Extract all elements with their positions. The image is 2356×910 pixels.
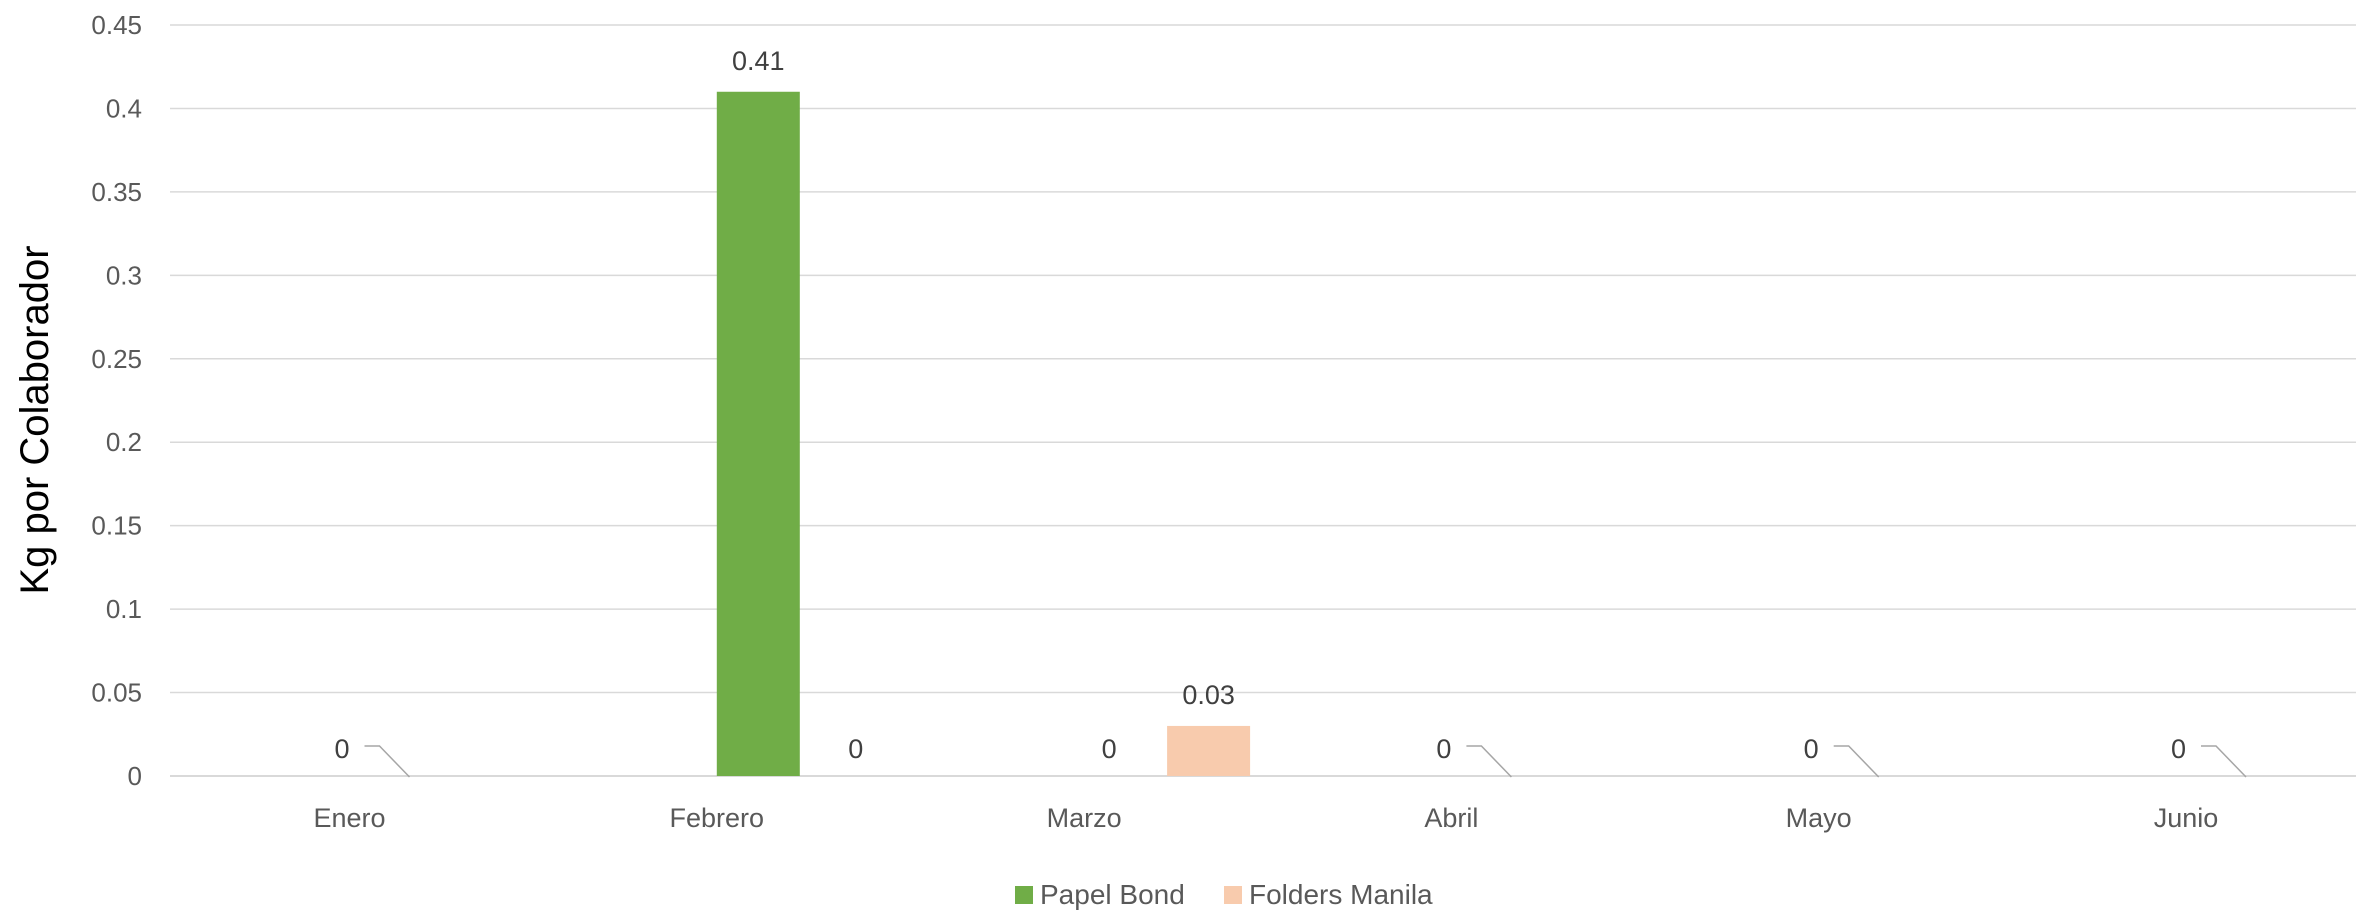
data-labels: 0 0.41 0 0 0.03 0 0 0 bbox=[334, 46, 2186, 764]
legend-label: Papel Bond bbox=[1040, 879, 1185, 910]
y-tick-label: 0.25 bbox=[91, 344, 142, 374]
data-label: 0.03 bbox=[1182, 680, 1235, 710]
x-category-label: Marzo bbox=[1047, 803, 1122, 833]
legend-swatch bbox=[1015, 886, 1033, 904]
data-label: 0 bbox=[848, 734, 863, 764]
y-tick-label: 0 bbox=[128, 761, 142, 791]
data-label: 0 bbox=[1436, 734, 1451, 764]
x-category-label: Mayo bbox=[1786, 803, 1852, 833]
y-tick-label: 0.4 bbox=[106, 93, 142, 123]
data-label: 0 bbox=[334, 734, 349, 764]
y-tick-label: 0.3 bbox=[106, 260, 142, 290]
data-label: 0.41 bbox=[732, 46, 785, 76]
x-category-label: Junio bbox=[2154, 803, 2219, 833]
legend-label: Folders Manila bbox=[1249, 879, 1433, 910]
y-axis-title: Kg por Colaborador bbox=[13, 245, 57, 594]
y-tick-label: 0.45 bbox=[91, 10, 142, 40]
data-label-leader-lines bbox=[364, 745, 2247, 778]
y-tick-label: 0.05 bbox=[91, 678, 142, 708]
leader-line bbox=[1466, 745, 1512, 778]
y-tick-label: 0.15 bbox=[91, 511, 142, 541]
y-tick-label: 0.1 bbox=[106, 594, 142, 624]
leader-line bbox=[1833, 745, 1880, 778]
x-axis-category-labels: Enero Febrero Marzo Abril Mayo Junio bbox=[313, 803, 2218, 833]
x-category-label: Febrero bbox=[670, 803, 765, 833]
legend-swatch bbox=[1224, 886, 1242, 904]
bar-papel-bond-febrero bbox=[716, 91, 800, 776]
leader-line bbox=[2201, 745, 2247, 778]
x-category-label: Abril bbox=[1424, 803, 1478, 833]
data-label: 0 bbox=[2171, 734, 2186, 764]
y-axis-tick-labels: 0 0.05 0.1 0.15 0.2 0.25 0.3 0.35 0.4 0.45 bbox=[91, 10, 142, 791]
x-category-label: Enero bbox=[313, 803, 385, 833]
y-tick-label: 0.2 bbox=[106, 427, 142, 457]
bars bbox=[716, 91, 1251, 776]
data-label: 0 bbox=[1102, 734, 1117, 764]
y-tick-label: 0.35 bbox=[91, 177, 142, 207]
bar-folders-manila-marzo bbox=[1167, 725, 1251, 776]
legend: Papel Bond Folders Manila bbox=[1015, 879, 1433, 910]
leader-line bbox=[364, 745, 411, 778]
data-label: 0 bbox=[1804, 734, 1819, 764]
gridlines bbox=[170, 24, 2356, 694]
